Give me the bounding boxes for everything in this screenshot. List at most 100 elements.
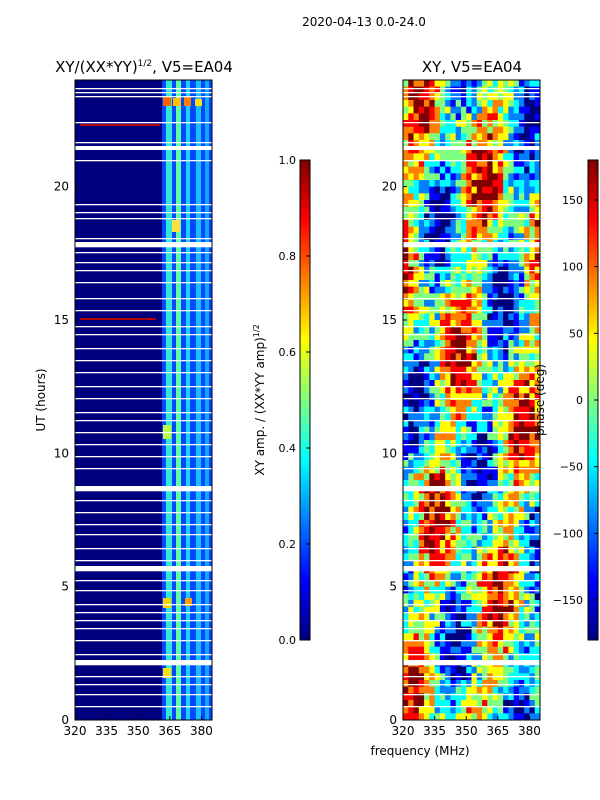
phase-cell: [503, 620, 509, 628]
phase-cell: [413, 506, 420, 514]
phase-cell: [445, 366, 451, 374]
phase-cell: [408, 533, 415, 541]
phase-cell: [455, 86, 462, 94]
phase-cell: [439, 106, 446, 114]
phase-cell: [403, 333, 409, 341]
phase-cell: [513, 140, 520, 148]
phase-cell: [424, 313, 430, 321]
colorbar-tick-label: 0: [576, 394, 583, 407]
phase-cell: [450, 186, 457, 194]
phase-cell: [524, 246, 530, 254]
phase-cell: [487, 173, 494, 181]
phase-cell: [408, 506, 415, 514]
phase-cell: [460, 666, 467, 674]
phase-cell: [424, 466, 430, 474]
phase-cell: [434, 346, 441, 354]
phase-cell: [455, 413, 462, 421]
phase-cell: [450, 146, 457, 154]
y-tick-label: 0: [389, 713, 397, 727]
data-gap: [403, 640, 540, 642]
phase-cell: [476, 146, 483, 154]
phase-cell: [487, 206, 494, 214]
phase-cell: [439, 713, 446, 721]
phase-cell: [439, 186, 446, 194]
phase-cell: [503, 600, 509, 608]
phase-cell: [434, 480, 441, 488]
phase-cell: [445, 173, 451, 181]
phase-cell: [418, 413, 425, 421]
phase-cell: [429, 146, 436, 154]
phase-cell: [466, 413, 472, 421]
phase-cell: [460, 380, 467, 388]
phase-cell: [408, 133, 415, 141]
phase-cell: [524, 700, 530, 708]
phase-cell: [482, 353, 488, 361]
phase-cell: [418, 200, 425, 208]
phase-cell: [513, 400, 520, 408]
phase-cell: [503, 533, 509, 541]
phase-cell: [487, 433, 494, 441]
phase-cell: [492, 393, 499, 401]
phase-cell: [524, 533, 530, 541]
phase-cell: [434, 593, 441, 601]
phase-cell: [492, 620, 499, 628]
phase-cell: [471, 160, 478, 168]
phase-cell: [492, 233, 499, 241]
phase-cell: [455, 120, 462, 128]
data-gap: [75, 534, 212, 536]
phase-cell: [503, 606, 509, 614]
phase-cell: [455, 400, 462, 408]
phase-cell: [413, 460, 420, 468]
phase-cell: [487, 166, 494, 174]
phase-cell: [524, 166, 530, 174]
phase-cell: [408, 713, 415, 721]
phase-cell: [445, 293, 451, 301]
phase-cell: [518, 186, 525, 194]
phase-cell: [476, 606, 483, 614]
phase-cell: [439, 593, 446, 601]
phase-cell: [439, 146, 446, 154]
phase-cell: [482, 366, 488, 374]
phase-cell: [450, 646, 457, 654]
phase-cell: [513, 666, 520, 674]
phase-cell: [424, 360, 430, 368]
phase-cell: [418, 133, 425, 141]
phase-cell: [439, 180, 446, 188]
phase-cell: [513, 300, 520, 308]
phase-cell: [503, 193, 509, 201]
phase-cell: [434, 100, 441, 108]
phase-cell: [503, 173, 509, 181]
phase-cell: [508, 126, 515, 134]
phase-cell: [413, 173, 420, 181]
phase-cell: [429, 406, 436, 414]
phase-cell: [413, 446, 420, 454]
phase-cell: [518, 173, 525, 181]
figure-suptitle: 2020-04-13 0.0-24.0: [302, 15, 426, 29]
phase-cell: [524, 173, 530, 181]
phase-cell: [403, 513, 409, 521]
data-gap: [403, 620, 540, 622]
phase-cell: [518, 193, 525, 201]
phase-cell: [497, 100, 504, 108]
phase-cell: [434, 213, 441, 221]
phase-cell: [476, 493, 483, 501]
phase-cell: [518, 100, 525, 108]
data-gap: [403, 604, 540, 606]
phase-cell: [413, 613, 420, 621]
phase-cell: [492, 420, 499, 428]
phase-cell: [508, 233, 515, 241]
phase-cell: [534, 353, 541, 361]
phase-cell: [434, 653, 441, 661]
phase-cell: [487, 686, 494, 694]
phase-cell: [492, 326, 499, 334]
phase-cell: [460, 133, 467, 141]
phase-cell: [418, 626, 425, 634]
phase-cell: [424, 126, 430, 134]
phase-cell: [455, 626, 462, 634]
phase-cell: [450, 126, 457, 134]
phase-cell: [518, 340, 525, 348]
phase-cell: [429, 420, 436, 428]
phase-cell: [534, 293, 541, 301]
data-gap: [75, 252, 212, 254]
phase-cell: [429, 560, 436, 568]
